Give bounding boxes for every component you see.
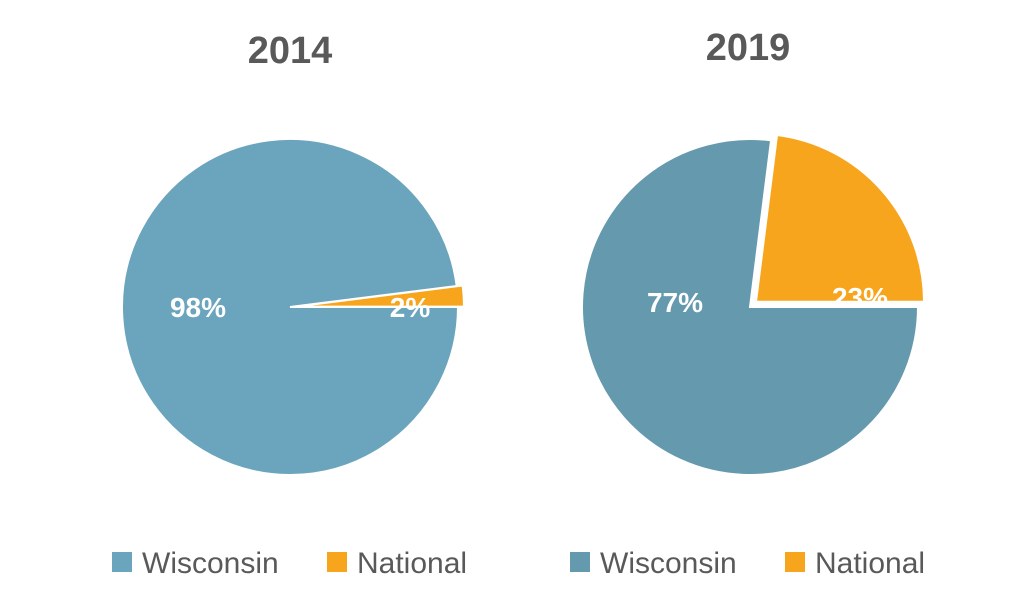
pie-slice-wisconsin xyxy=(121,138,460,476)
legend-label-wisconsin: Wisconsin xyxy=(142,547,279,580)
legend-label-national: National xyxy=(357,547,467,580)
chart-title: 2014 xyxy=(248,30,333,72)
legend-label-wisconsin: Wisconsin xyxy=(600,547,737,580)
legend-swatch-national xyxy=(327,552,347,572)
legend: Wisconsin National xyxy=(570,547,925,580)
pie-slice-national xyxy=(754,133,926,303)
chart-title: 2019 xyxy=(706,27,791,69)
legend-swatch-wisconsin xyxy=(570,552,590,572)
pie-chart-2014: 2014 98% 2% Wisconsin National xyxy=(112,30,467,580)
slice-label-wisconsin: 98% xyxy=(170,292,226,323)
pie-chart-2019: 2019 77% 23% Wisconsin National xyxy=(570,27,925,580)
slice-label-national: 23% xyxy=(832,282,888,313)
legend: Wisconsin National xyxy=(112,547,467,580)
slice-label-wisconsin: 77% xyxy=(647,287,703,318)
legend-swatch-national xyxy=(785,552,805,572)
pie-slice-national xyxy=(295,284,465,308)
legend-swatch-wisconsin xyxy=(112,552,132,572)
pie-slice-wisconsin xyxy=(581,138,920,476)
slice-label-national: 2% xyxy=(390,292,431,323)
legend-label-national: National xyxy=(815,547,925,580)
